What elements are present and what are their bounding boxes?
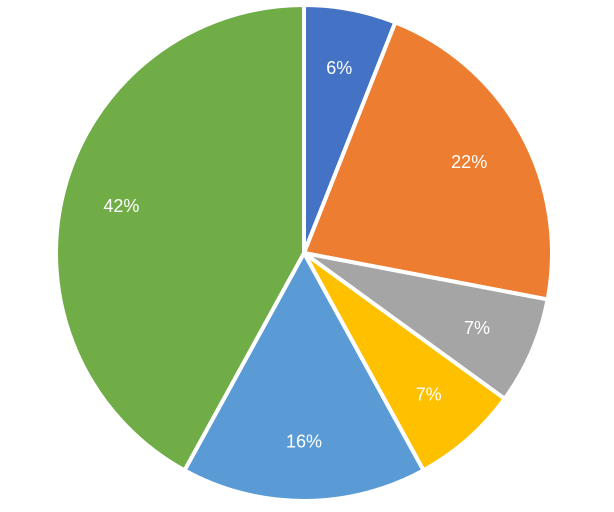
- pie-slice-5: [181, 248, 427, 503]
- pie-slice-4: [302, 251, 508, 474]
- pie-slice-label-6: 42%: [103, 196, 139, 216]
- pie-labels: 6% 22% 7% 7% 16% 42%: [103, 58, 490, 452]
- pie-slice-label-5: 16%: [286, 432, 322, 452]
- pie-slice-6: [54, 2, 306, 474]
- pie-slices: [54, 2, 554, 503]
- pie-slice-label-1: 6%: [326, 58, 352, 78]
- pie-slice-label-3: 7%: [464, 318, 490, 338]
- pie-slice-3: [302, 251, 550, 402]
- pie-slice-label-4: 7%: [416, 384, 442, 404]
- pie-slice-2: [301, 19, 554, 302]
- pie-slice-label-2: 22%: [451, 152, 487, 172]
